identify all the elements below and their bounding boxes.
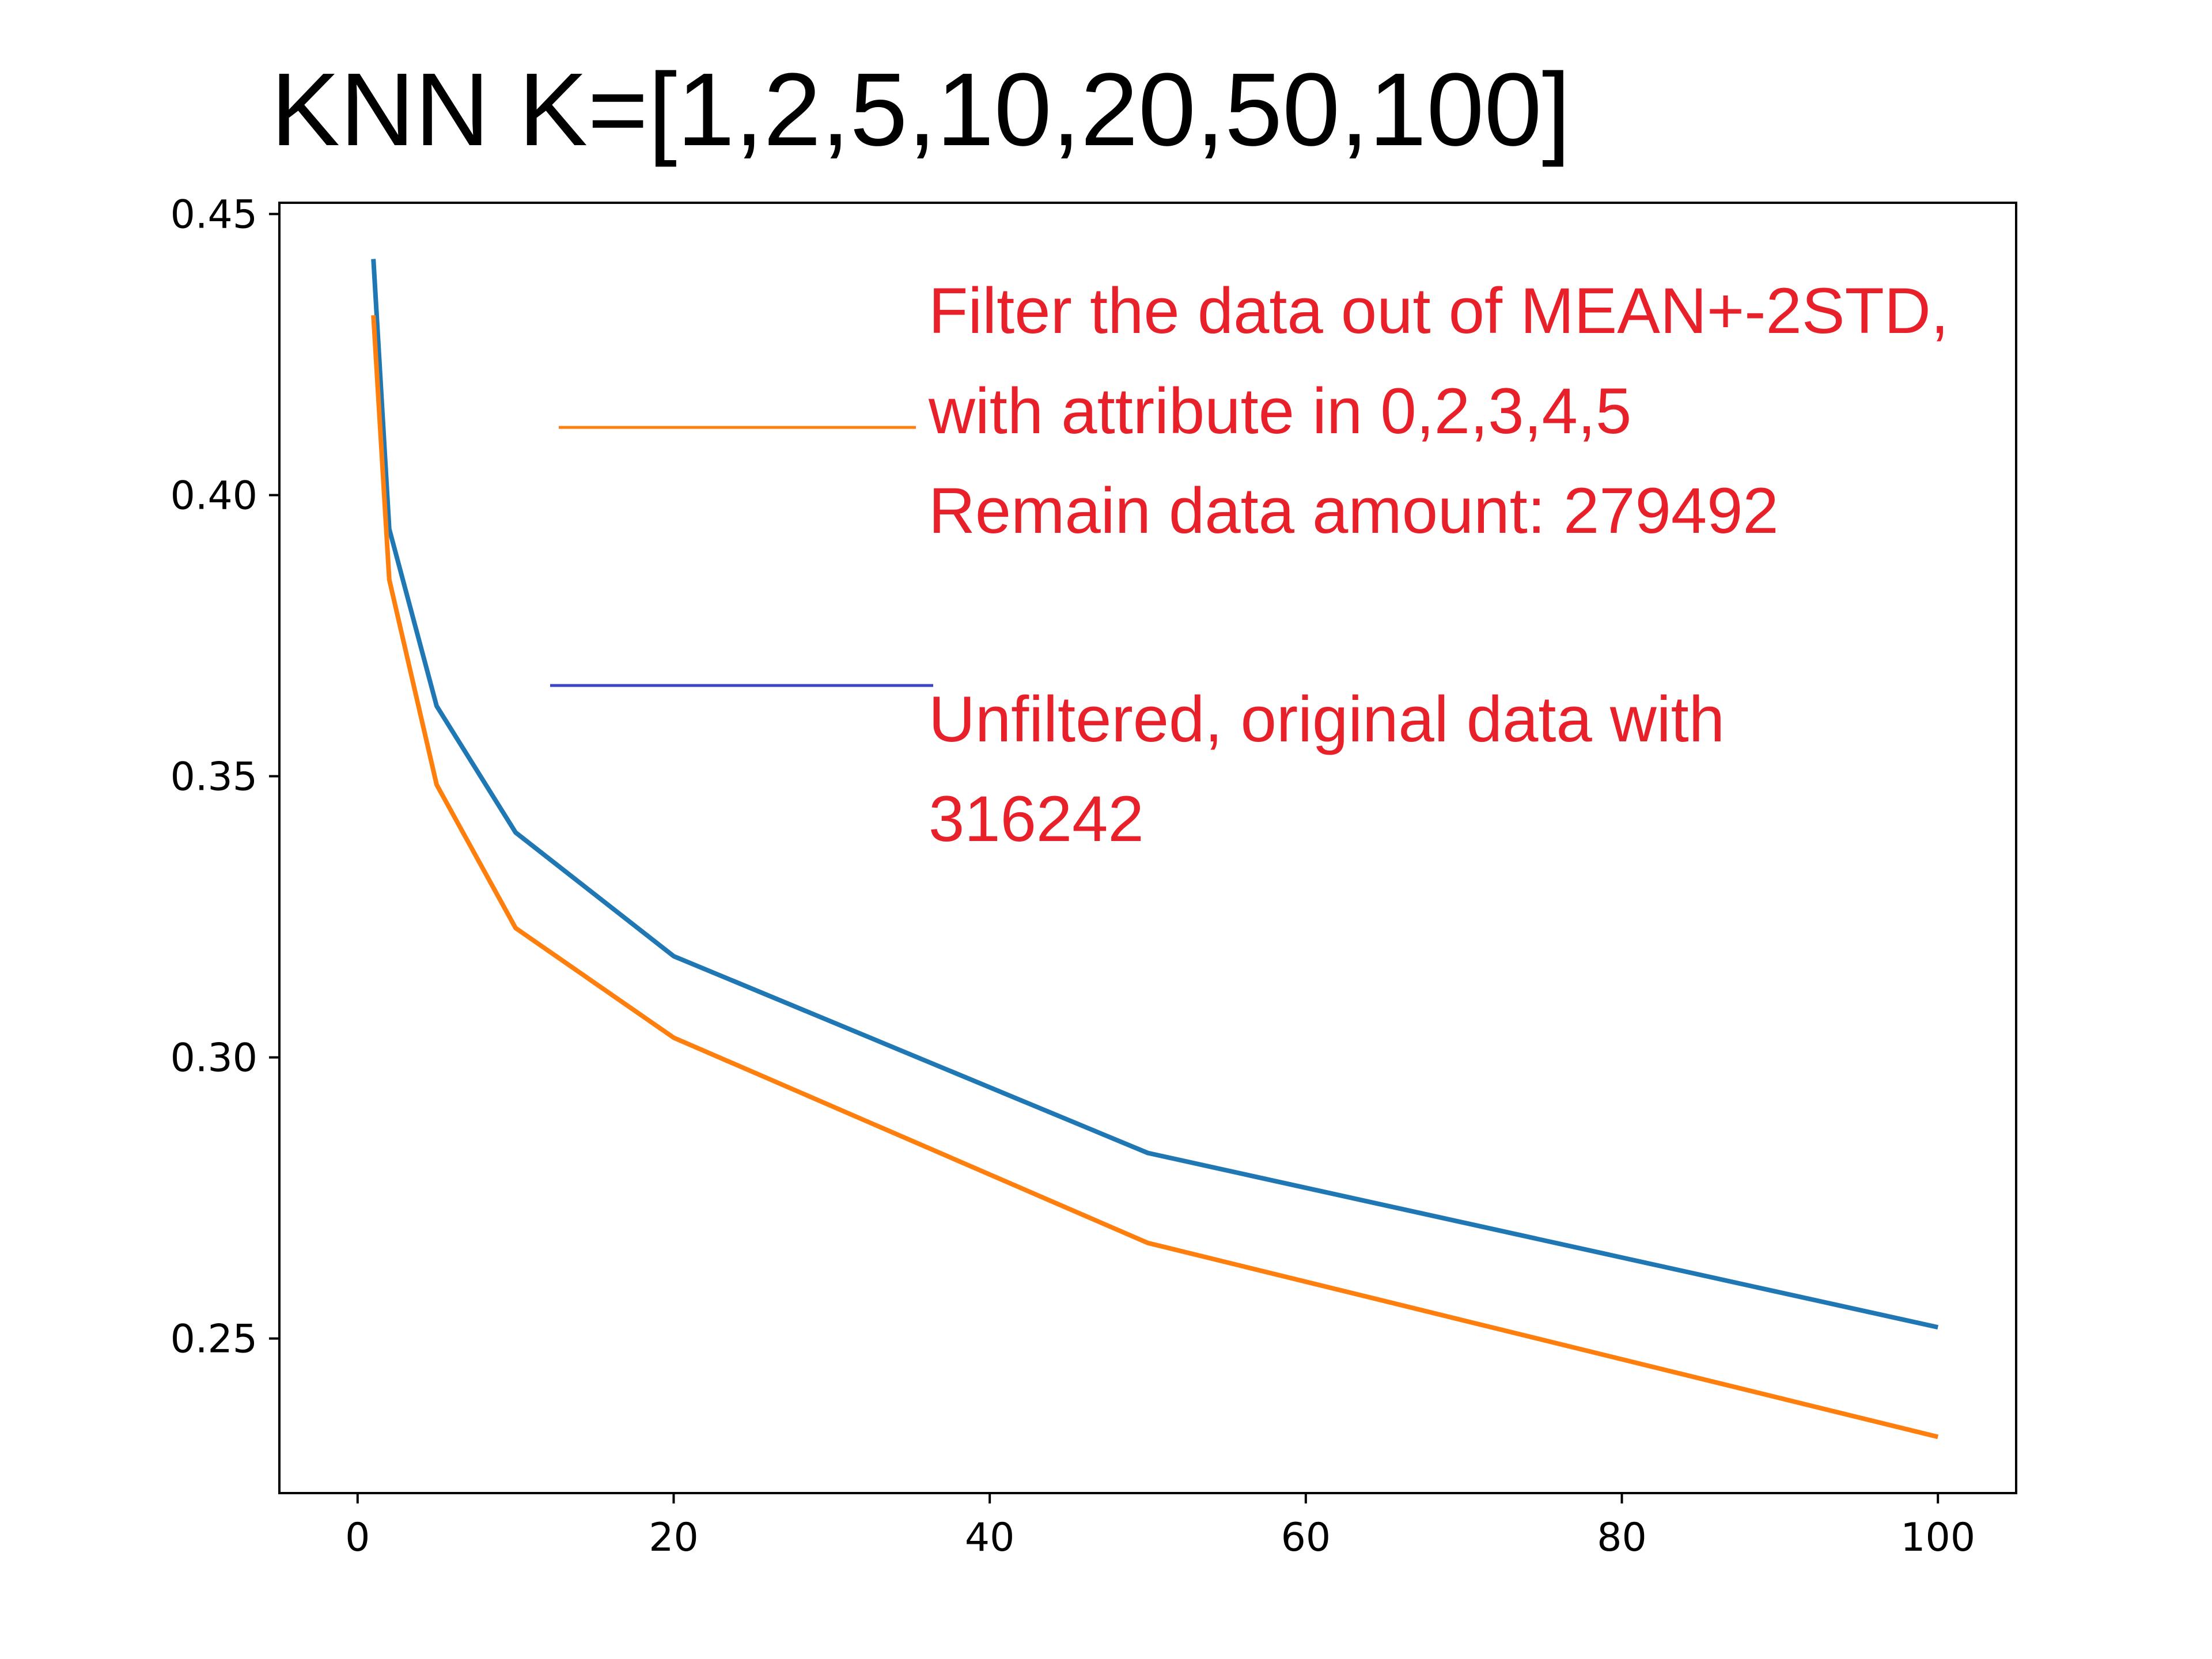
y-tick-label: 0.25 bbox=[171, 1317, 257, 1362]
x-tick-label: 0 bbox=[345, 1515, 370, 1560]
annotation-text: Filter the data out of MEAN+-2STD, bbox=[929, 275, 1949, 347]
y-tick-label: 0.45 bbox=[171, 192, 257, 238]
x-tick-label: 20 bbox=[649, 1515, 699, 1560]
plot-area: 0 20 40 60 80 100 0.25 0.30 0.35 0.40 0.45 bbox=[171, 192, 2017, 1560]
x-tick-label: 100 bbox=[1900, 1515, 1975, 1560]
annotation-text: Unfiltered, original data with bbox=[929, 683, 1725, 755]
series-line-2 bbox=[371, 315, 1939, 1440]
y-tick-label: 0.40 bbox=[171, 474, 257, 519]
x-tick-label: 80 bbox=[1597, 1515, 1647, 1560]
annotation-area: Filter the data out of MEAN+-2STD, with a… bbox=[550, 275, 1949, 855]
y-tick-label: 0.30 bbox=[171, 1036, 257, 1081]
annotation-text: with attribute in 0,2,3,4,5 bbox=[928, 375, 1631, 447]
x-tick-label: 40 bbox=[965, 1515, 1015, 1560]
y-tick-label: 0.35 bbox=[171, 755, 257, 800]
annotation-text: 316242 bbox=[929, 783, 1144, 855]
x-tick-label: 60 bbox=[1281, 1515, 1331, 1560]
series-line-1 bbox=[371, 259, 1939, 1330]
chart-title: KNN K=[1,2,5,10,20,50,100] bbox=[271, 52, 1571, 168]
plot-frame bbox=[278, 202, 2017, 1494]
annotation-text: Remain data amount: 279492 bbox=[929, 475, 1779, 547]
